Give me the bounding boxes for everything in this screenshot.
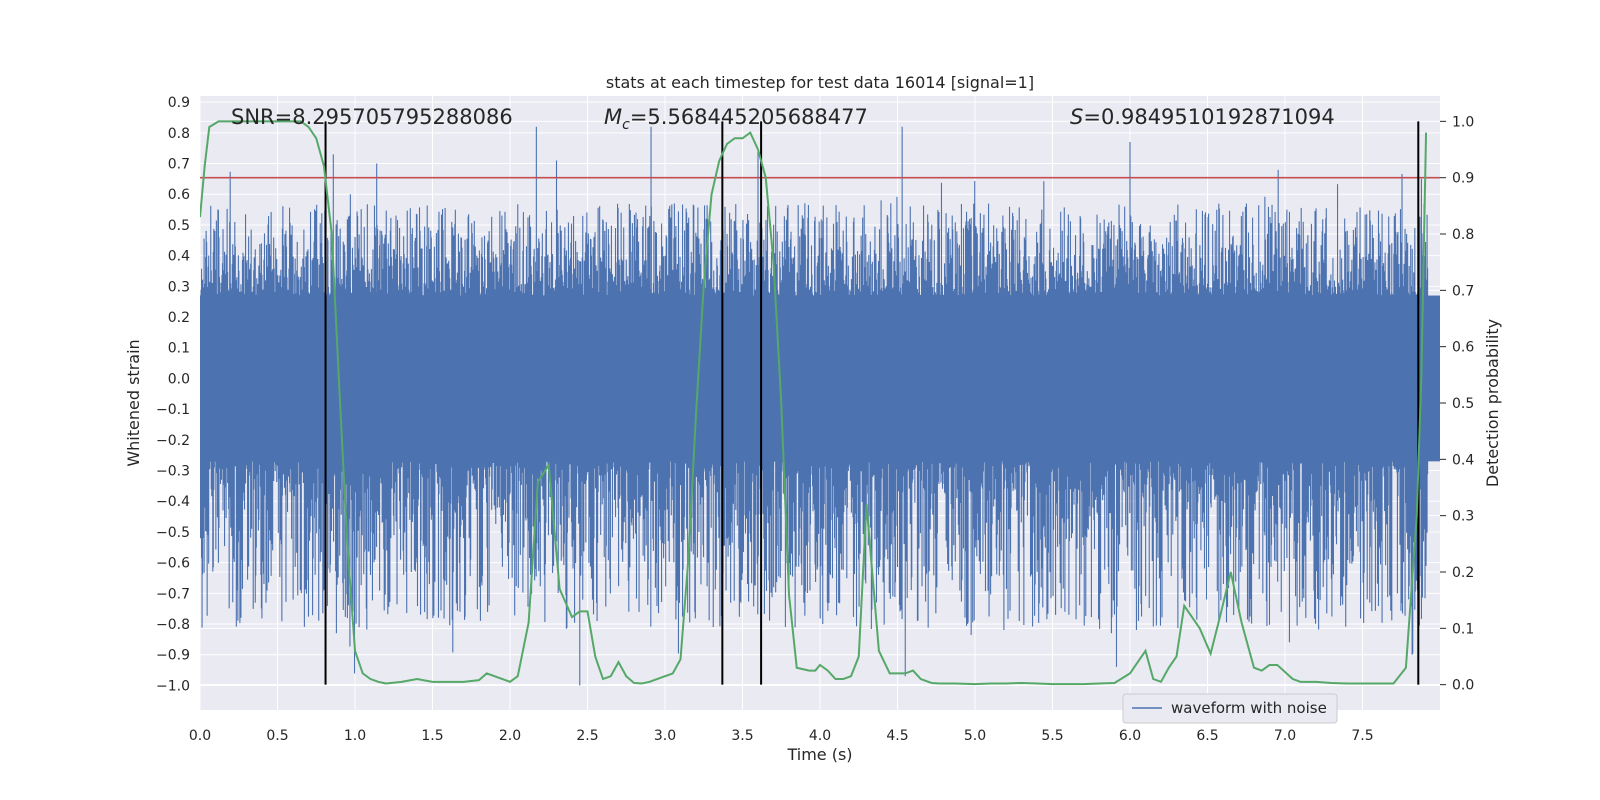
y2-axis-label: Detection probability xyxy=(1483,319,1502,487)
y-tick-label: 0.7 xyxy=(168,157,190,173)
y-tick-label: −0.9 xyxy=(156,648,190,664)
y-tick-label: 0.2 xyxy=(168,310,190,326)
y2-tick-label: 0.7 xyxy=(1452,283,1474,299)
x-tick-label: 7.0 xyxy=(1274,728,1296,744)
x-tick-label: 3.0 xyxy=(654,728,676,744)
y-tick-label: −0.2 xyxy=(156,433,190,449)
chirp-mass-annotation: Mc=5.568445205688477 xyxy=(604,105,868,133)
x-tick-label: 7.5 xyxy=(1351,728,1373,744)
detection-probability-line xyxy=(200,120,1428,686)
legend-label-waveform: waveform with noise xyxy=(1171,699,1327,717)
y2-tick-label: 0.1 xyxy=(1452,621,1474,637)
x-tick-label: 3.5 xyxy=(731,728,753,744)
plot-area xyxy=(200,120,1440,686)
y2-tick-label: 0.8 xyxy=(1452,227,1474,243)
y-tick-label: −0.3 xyxy=(156,464,190,480)
y-tick-label: −0.6 xyxy=(156,556,190,572)
x-tick-label: 0.5 xyxy=(266,728,288,744)
waveform-series xyxy=(200,126,1440,686)
legend-box xyxy=(1122,693,1338,724)
legend: waveform with noise xyxy=(1122,693,1338,724)
x-tick-label: 6.5 xyxy=(1196,728,1218,744)
x-tick-label: 2.5 xyxy=(576,728,598,744)
snr-annotation: SNR=8.295705795288086 xyxy=(231,105,513,129)
y2-tick-label: 0.0 xyxy=(1452,678,1474,694)
x-axis-label: Time (s) xyxy=(786,745,852,764)
y-tick-label: 0.3 xyxy=(168,279,190,295)
significance-symbol: S xyxy=(1070,105,1083,129)
x-tick-label: 1.5 xyxy=(421,728,443,744)
significance-annotation: S=0.9849510192871094 xyxy=(1070,105,1335,129)
y2-tick-label: 0.5 xyxy=(1452,396,1474,412)
x-axis-ticks: 0.0 0.5 1.0 1.5 2.0 2.5 3.0 3.5 4.0 4.5 5.0 5.5 6.0 6… xyxy=(189,728,1374,744)
chart-title: stats at each timestep for test data 160… xyxy=(606,73,1034,92)
y-tick-label: −0.4 xyxy=(156,494,190,510)
y-tick-label: 0.9 xyxy=(168,95,190,111)
x-tick-label: 5.0 xyxy=(964,728,986,744)
x-tick-label: 5.5 xyxy=(1041,728,1063,744)
x-tick-label: 4.0 xyxy=(809,728,831,744)
y-tick-label: 0.5 xyxy=(168,218,190,234)
chirp-mass-subscript: c xyxy=(622,117,630,133)
y2-tick-label: 0.9 xyxy=(1452,171,1474,187)
y-tick-label: −0.1 xyxy=(156,402,190,418)
y-tick-label: 0.1 xyxy=(168,341,190,357)
y2-tick-label: 1.0 xyxy=(1452,114,1474,130)
y-tick-label: 0.8 xyxy=(168,126,190,142)
waveform-core-band xyxy=(200,295,1440,462)
significance-value: =0.9849510192871094 xyxy=(1083,105,1334,129)
x-tick-label: 0.0 xyxy=(189,728,211,744)
x-tick-label: 2.0 xyxy=(499,728,521,744)
x-tick-label: 6.0 xyxy=(1119,728,1141,744)
y-axis-ticks: 0.9 0.8 0.7 0.6 0.5 0.4 0.3 0.2 0.1 0.0 −0.1 −0.2 −0… xyxy=(156,95,190,694)
y-tick-label: 0.6 xyxy=(168,187,190,203)
chirp-mass-value: =5.568445205688477 xyxy=(630,105,868,129)
x-tick-label: 4.5 xyxy=(886,728,908,744)
y-tick-label: −0.5 xyxy=(156,525,190,541)
vertical-markers xyxy=(324,121,1420,685)
y-axis-label: Whitened strain xyxy=(124,339,143,466)
y-tick-label: −0.8 xyxy=(156,617,190,633)
y-tick-label: 0.4 xyxy=(168,249,190,265)
y2-axis-ticks: 1.0 0.9 0.8 0.7 0.6 0.5 0.4 0.3 0.2 0.1 0.0 xyxy=(1440,114,1474,694)
y-tick-label: −0.7 xyxy=(156,586,190,602)
y2-tick-label: 0.2 xyxy=(1452,565,1474,581)
chirp-mass-symbol: M xyxy=(604,105,622,129)
y-tick-label: −1.0 xyxy=(156,678,190,694)
y2-tick-label: 0.4 xyxy=(1452,452,1474,468)
y-tick-label: 0.0 xyxy=(168,371,190,387)
y2-tick-label: 0.6 xyxy=(1452,340,1474,356)
y2-tick-label: 0.3 xyxy=(1452,509,1474,525)
x-tick-label: 1.0 xyxy=(344,728,366,744)
